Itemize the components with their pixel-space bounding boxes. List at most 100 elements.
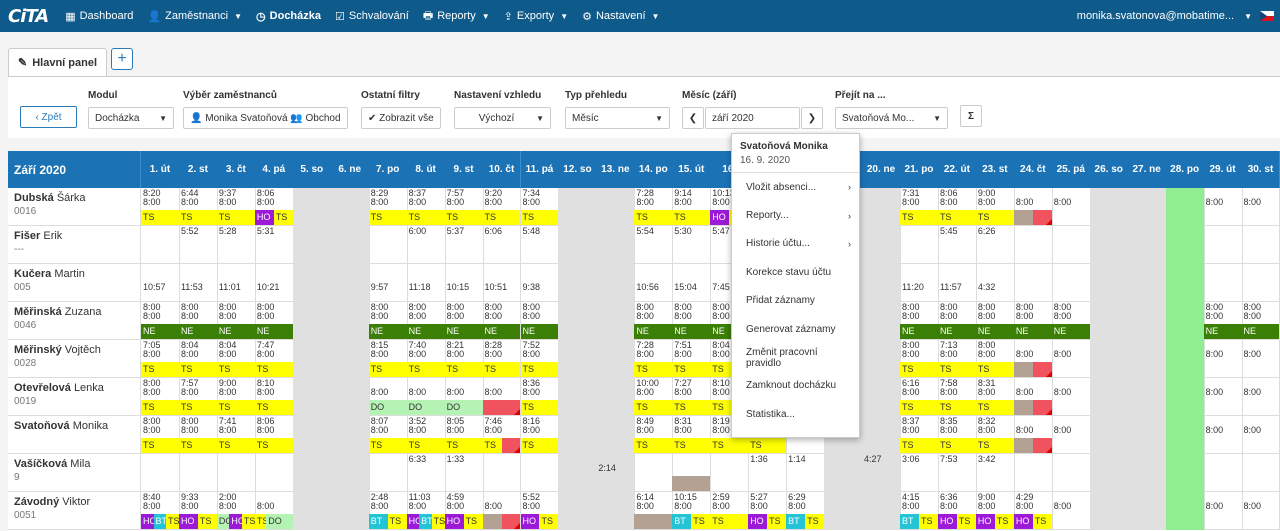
- day-cell[interactable]: 8:00: [1013, 416, 1053, 454]
- employee-cell[interactable]: Dubská Šárka 0016: [8, 188, 141, 226]
- day-cell[interactable]: [330, 226, 370, 264]
- day-cell[interactable]: 2:008:00 DOHOTS: [216, 492, 256, 530]
- day-header[interactable]: 1. út: [141, 151, 180, 188]
- day-cell[interactable]: 8:00 8:00 TS: [900, 340, 939, 378]
- day-cell[interactable]: 8:00 8:00 NE: [520, 302, 560, 340]
- day-cell[interactable]: 8:06 8:00 TS: [254, 416, 294, 454]
- day-cell[interactable]: [217, 454, 256, 492]
- day-cell[interactable]: 8:00: [1242, 492, 1280, 530]
- day-cell[interactable]: [1052, 454, 1091, 492]
- day-cell[interactable]: 8:05 8:00 TS: [444, 416, 484, 454]
- day-cell[interactable]: 8:00 8:00 NE: [1203, 302, 1243, 340]
- day-cell[interactable]: 8:00: [1204, 188, 1243, 226]
- day-cell[interactable]: 4:27: [862, 454, 901, 492]
- day-cell[interactable]: [330, 454, 370, 492]
- day-cell[interactable]: 10:57: [141, 264, 180, 302]
- nav-item-1[interactable]: ▦ Dashboard: [58, 0, 140, 32]
- day-cell[interactable]: 7:46 8:00 TS: [482, 416, 522, 454]
- day-cell[interactable]: 8:00: [1052, 492, 1091, 530]
- day-cell[interactable]: 8:00: [1052, 188, 1091, 226]
- day-cell[interactable]: 4:15 8:00 BT TS: [900, 492, 939, 530]
- day-cell[interactable]: 8:16 8:00 TS: [520, 416, 560, 454]
- day-cell[interactable]: 8:06 8:00 TS: [937, 188, 977, 226]
- day-cell[interactable]: 5:45: [938, 226, 977, 264]
- day-cell[interactable]: 2:48 8:00 BT TS: [368, 492, 408, 530]
- day-cell[interactable]: 8:00: [1242, 416, 1280, 454]
- day-cell[interactable]: 11:038:00 HOBTTS: [406, 492, 446, 530]
- day-cell[interactable]: [1127, 416, 1167, 454]
- day-cell[interactable]: [1089, 188, 1129, 226]
- context-menu-item[interactable]: Generovat záznamy: [732, 315, 859, 343]
- context-menu-item[interactable]: Korekce stavu účtu: [732, 258, 859, 286]
- day-cell[interactable]: 8:10 8:00 TS: [254, 378, 294, 416]
- day-cell[interactable]: [596, 378, 636, 416]
- day-cell[interactable]: 8:00: [1013, 188, 1053, 226]
- day-cell[interactable]: 10:21: [255, 264, 294, 302]
- day-cell[interactable]: [596, 416, 636, 454]
- day-cell[interactable]: [634, 454, 674, 492]
- day-cell[interactable]: 8:00 8:00 TS: [141, 416, 180, 454]
- day-cell[interactable]: 9:14 8:00 TS: [672, 188, 712, 226]
- day-cell[interactable]: 10:56: [634, 264, 674, 302]
- day-header[interactable]: 2. st: [178, 151, 218, 188]
- context-menu-item[interactable]: Změnit pracovní pravidlo: [732, 343, 859, 371]
- nav-item-6[interactable]: ⇪ Exporty ▼: [497, 0, 575, 32]
- day-cell[interactable]: [862, 378, 901, 416]
- context-menu-item[interactable]: Vložit absenci... ›: [732, 173, 859, 201]
- tab-main-panel[interactable]: ✎ Hlavní panel: [8, 48, 108, 76]
- day-cell[interactable]: 9:38: [521, 264, 560, 302]
- day-cell[interactable]: [596, 302, 636, 340]
- day-cell[interactable]: [824, 454, 864, 492]
- day-cell[interactable]: 7:28 8:00 TS: [634, 340, 674, 378]
- day-cell[interactable]: 5:54: [634, 226, 674, 264]
- day-cell[interactable]: [1165, 416, 1205, 454]
- day-cell[interactable]: [292, 378, 332, 416]
- day-cell[interactable]: 1:36: [748, 454, 788, 492]
- day-cell[interactable]: 6:26: [976, 226, 1015, 264]
- day-cell[interactable]: [330, 340, 370, 378]
- day-cell[interactable]: 11:57: [938, 264, 977, 302]
- day-cell[interactable]: 8:20 8:00 TS: [141, 188, 180, 226]
- day-cell[interactable]: [521, 454, 560, 492]
- czech-flag-icon[interactable]: [1260, 11, 1274, 21]
- day-cell[interactable]: 7:47 8:00 TS: [254, 340, 294, 378]
- day-cell[interactable]: 8:00 DO: [444, 378, 484, 416]
- day-cell[interactable]: 8:32 8:00 TS: [975, 416, 1015, 454]
- employee-cell[interactable]: Svatoňová Monika: [8, 416, 141, 454]
- nav-item-3[interactable]: ◷ Docházka: [249, 0, 328, 32]
- day-cell[interactable]: 8:29 8:00 TS: [368, 188, 408, 226]
- goto-select[interactable]: Svatoňová Mo... ▼: [835, 107, 948, 129]
- next-month-button[interactable]: ❯: [801, 107, 823, 129]
- day-cell[interactable]: 6:29 8:00 BT TS: [786, 492, 826, 530]
- day-cell[interactable]: [558, 492, 598, 530]
- day-cell[interactable]: 8:07 8:00 TS: [368, 416, 408, 454]
- day-cell[interactable]: 8:31 8:00 TS: [672, 416, 712, 454]
- day-cell[interactable]: 9:37 8:00 TS: [216, 188, 256, 226]
- day-cell[interactable]: 8:00: [1052, 378, 1091, 416]
- day-header[interactable]: 22. út: [937, 151, 977, 188]
- day-cell[interactable]: 9:00 8:00 HO TS: [975, 492, 1015, 530]
- day-cell[interactable]: 6:06: [483, 226, 522, 264]
- day-header[interactable]: 9. st: [444, 151, 484, 188]
- day-cell[interactable]: [1204, 226, 1243, 264]
- day-cell[interactable]: [292, 188, 332, 226]
- day-cell[interactable]: [1204, 454, 1243, 492]
- day-cell[interactable]: 8:00 8:00 NE: [937, 302, 977, 340]
- day-cell[interactable]: [1127, 340, 1167, 378]
- day-cell[interactable]: [1089, 226, 1129, 264]
- day-header[interactable]: 14. po: [634, 151, 674, 188]
- day-cell[interactable]: 5:30: [672, 226, 712, 264]
- day-header[interactable]: 30. st: [1241, 151, 1280, 188]
- day-cell[interactable]: 8:00 8:00 NE: [1013, 302, 1053, 340]
- day-cell[interactable]: 8:00 DO: [368, 378, 408, 416]
- day-cell[interactable]: 6:16 8:00 TS: [900, 378, 939, 416]
- day-cell[interactable]: [672, 454, 712, 492]
- day-cell[interactable]: 8:00 8:00 NE: [900, 302, 939, 340]
- day-header[interactable]: 11. pá: [520, 151, 560, 188]
- appearance-select[interactable]: Výchozí ▼: [454, 107, 551, 129]
- employee-cell[interactable]: Měřinská Zuzana 0046: [8, 302, 141, 340]
- day-header[interactable]: 27. ne: [1127, 151, 1167, 188]
- day-cell[interactable]: [596, 188, 636, 226]
- day-cell[interactable]: [369, 454, 408, 492]
- day-cell[interactable]: 8:00 8:00 NE: [216, 302, 256, 340]
